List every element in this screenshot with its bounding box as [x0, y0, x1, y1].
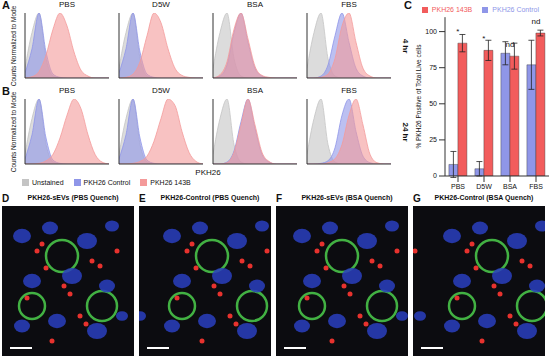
- html-text:4 hr: 4 hr: [401, 38, 410, 54]
- html-text:PBS: PBS: [59, 86, 75, 95]
- html-text:PBS: PBS: [59, 0, 75, 9]
- html-text:F: F: [276, 193, 283, 204]
- html-text:PKH26: PKH26: [195, 168, 221, 177]
- html-text:C: C: [404, 0, 412, 11]
- svg-text:*: *: [456, 27, 459, 36]
- svg-text:BSA: BSA: [503, 183, 517, 190]
- html-text:PKH26-sEVs (BSA Quench): PKH26-sEVs (BSA Quench): [301, 194, 393, 201]
- html-text:A: A: [2, 0, 10, 11]
- html-text:BSA: BSA: [247, 0, 263, 9]
- html-text:G: G: [413, 193, 421, 204]
- html-text:PKH26 Control: PKH26 Control: [83, 179, 131, 186]
- html-text:B: B: [2, 85, 10, 97]
- html-text:PKH26-sEVs (PBS Quench): PKH26-sEVs (PBS Quench): [27, 194, 119, 201]
- svg-text:FBS: FBS: [529, 183, 543, 190]
- svg-text:75: 75: [429, 64, 437, 71]
- svg-text:0: 0: [433, 172, 437, 179]
- html-text:E: E: [139, 193, 146, 204]
- html-text:PKH26-Control (BSA Quench): PKH26-Control (BSA Quench): [434, 194, 534, 201]
- html-text:PKH26 143B: PKH26 143B: [150, 179, 191, 186]
- html-text:24 hr: 24 hr: [401, 122, 410, 142]
- svg-text:% PKH26 Positive of Total Live: % PKH26 Positive of Total Live cells: [415, 44, 422, 149]
- html-text:FBS: FBS: [341, 86, 357, 95]
- svg-text:*: *: [482, 34, 485, 43]
- html-text:PKH26-Control (PBS Quench): PKH26-Control (PBS Quench): [160, 194, 260, 201]
- svg-text:PBS: PBS: [451, 183, 465, 190]
- html-text:D: D: [2, 193, 10, 204]
- html-text:PKH26 143B: PKH26 143B: [431, 6, 473, 13]
- html-text:D5W: D5W: [152, 0, 170, 9]
- html-text:Counts Normalized to Mode: Counts Normalized to Mode: [10, 5, 17, 87]
- html-text:BSA: BSA: [247, 86, 263, 95]
- svg-text:100: 100: [425, 28, 437, 35]
- svg-text:50: 50: [429, 100, 437, 107]
- svg-text:D5W: D5W: [476, 183, 492, 190]
- svg-text:nd: nd: [505, 40, 514, 49]
- html-text:Counts Normalized to Mode: Counts Normalized to Mode: [10, 91, 17, 173]
- html-text:PKH26 Control: PKH26 Control: [492, 6, 539, 13]
- svg-text:25: 25: [429, 136, 437, 143]
- html-text:FBS: FBS: [341, 0, 357, 9]
- svg-text:nd: nd: [531, 17, 540, 26]
- html-text:Unstained: Unstained: [32, 179, 64, 186]
- html-text:D5W: D5W: [152, 86, 170, 95]
